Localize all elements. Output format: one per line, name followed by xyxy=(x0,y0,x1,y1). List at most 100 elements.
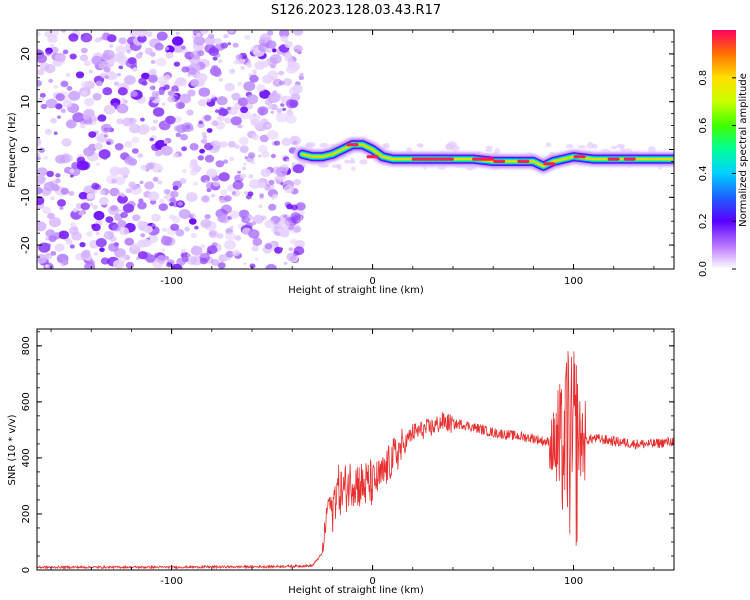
y-tick-label: 0 xyxy=(21,567,32,573)
noise-speckle xyxy=(137,34,147,43)
noise-speckle xyxy=(219,141,228,148)
noise-speckle xyxy=(545,142,552,148)
noise-speckle xyxy=(256,84,266,92)
noise-speckle xyxy=(99,197,109,206)
noise-speckle xyxy=(181,146,188,152)
noise-speckle xyxy=(216,96,228,106)
noise-speckle xyxy=(37,156,41,161)
noise-speckle xyxy=(204,154,215,163)
noise-speckle xyxy=(54,243,65,252)
noise-speckle xyxy=(178,209,191,219)
noise-speckle xyxy=(283,261,288,265)
noise-speckle xyxy=(217,215,227,223)
noise-speckle xyxy=(137,201,147,210)
noise-speckle xyxy=(163,140,168,144)
noise-speckle xyxy=(285,64,298,74)
noise-speckle xyxy=(116,192,121,196)
noise-speckle xyxy=(232,249,241,257)
noise-speckle xyxy=(165,115,176,125)
noise-speckle xyxy=(86,192,95,200)
noise-speckle xyxy=(172,185,179,191)
noise-speckle xyxy=(103,231,114,240)
colorbar-tick-label: 0.0 xyxy=(698,261,709,277)
noise-speckle xyxy=(103,66,111,73)
noise-speckle xyxy=(62,138,71,146)
x-tick-label: -100 xyxy=(160,576,183,587)
noise-speckle xyxy=(37,175,46,184)
noise-speckle xyxy=(83,60,91,67)
noise-speckle xyxy=(222,159,229,164)
noise-speckle xyxy=(586,141,594,149)
noise-speckle xyxy=(129,123,141,134)
noise-speckle xyxy=(54,52,66,63)
noise-speckle xyxy=(88,70,93,74)
noise-speckle xyxy=(125,261,134,269)
noise-speckle xyxy=(247,152,256,159)
noise-speckle xyxy=(201,131,207,137)
noise-speckle xyxy=(104,75,109,79)
noise-speckle xyxy=(138,198,144,203)
noise-speckle xyxy=(126,49,132,54)
noise-speckle xyxy=(169,197,176,203)
noise-speckle xyxy=(45,98,58,109)
noise-speckle xyxy=(220,42,228,49)
noise-speckle xyxy=(156,31,168,41)
noise-speckle xyxy=(232,180,244,190)
noise-speckle xyxy=(258,154,262,158)
trace-peak xyxy=(472,157,495,161)
noise-speckle xyxy=(80,202,91,211)
noise-speckle xyxy=(78,191,88,200)
y-tick-label: -10 xyxy=(19,188,32,206)
noise-speckle xyxy=(116,103,129,114)
noise-speckle xyxy=(178,153,183,157)
noise-speckle xyxy=(54,232,60,237)
noise-speckle xyxy=(53,131,58,135)
noise-speckle xyxy=(118,65,124,70)
noise-speckle xyxy=(170,223,180,231)
noise-speckle xyxy=(118,166,130,177)
noise-speckle xyxy=(226,106,232,111)
noise-speckle xyxy=(275,166,288,177)
noise-speckle xyxy=(258,204,263,209)
noise-speckle xyxy=(158,203,168,212)
noise-speckle xyxy=(118,255,128,263)
noise-speckle xyxy=(184,226,190,232)
noise-speckle xyxy=(94,252,98,256)
noise-speckle xyxy=(254,257,259,261)
noise-speckle xyxy=(293,226,302,233)
noise-speckle xyxy=(148,74,158,83)
noise-speckle xyxy=(199,148,206,154)
noise-speckle xyxy=(145,254,156,263)
noise-speckle xyxy=(145,162,154,170)
colorbar-tick-label: 0.4 xyxy=(698,165,709,181)
noise-speckle xyxy=(249,74,259,83)
noise-speckle xyxy=(610,145,618,150)
noise-speckle xyxy=(151,163,163,173)
noise-speckle xyxy=(281,137,292,146)
noise-speckle xyxy=(50,196,55,201)
noise-speckle xyxy=(80,32,93,43)
noise-speckle xyxy=(248,229,260,239)
noise-speckle xyxy=(111,178,117,184)
trace-peak xyxy=(607,157,620,161)
noise-speckle xyxy=(161,227,167,232)
noise-speckle xyxy=(200,138,208,144)
noise-speckle xyxy=(69,244,75,249)
noise-speckle xyxy=(267,70,279,80)
y-tick-label: 600 xyxy=(21,392,32,411)
noise-speckle xyxy=(69,53,77,60)
noise-speckle xyxy=(224,240,236,250)
noise-speckle xyxy=(91,224,96,228)
noise-speckle xyxy=(196,32,201,37)
noise-speckle xyxy=(173,61,181,67)
noise-speckle xyxy=(359,159,368,165)
noise-speckle xyxy=(211,120,219,127)
noise-speckle xyxy=(242,262,247,266)
snr-ticks: -100 0 100 0 200 400 600 800 xyxy=(21,329,674,587)
noise-speckle xyxy=(164,46,170,51)
y-tick-label: -20 xyxy=(19,236,32,254)
noise-speckle xyxy=(78,210,85,216)
